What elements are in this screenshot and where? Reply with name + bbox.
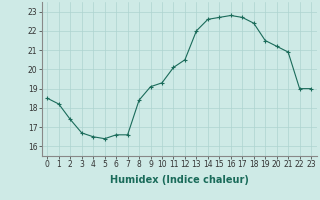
X-axis label: Humidex (Indice chaleur): Humidex (Indice chaleur) bbox=[110, 175, 249, 185]
